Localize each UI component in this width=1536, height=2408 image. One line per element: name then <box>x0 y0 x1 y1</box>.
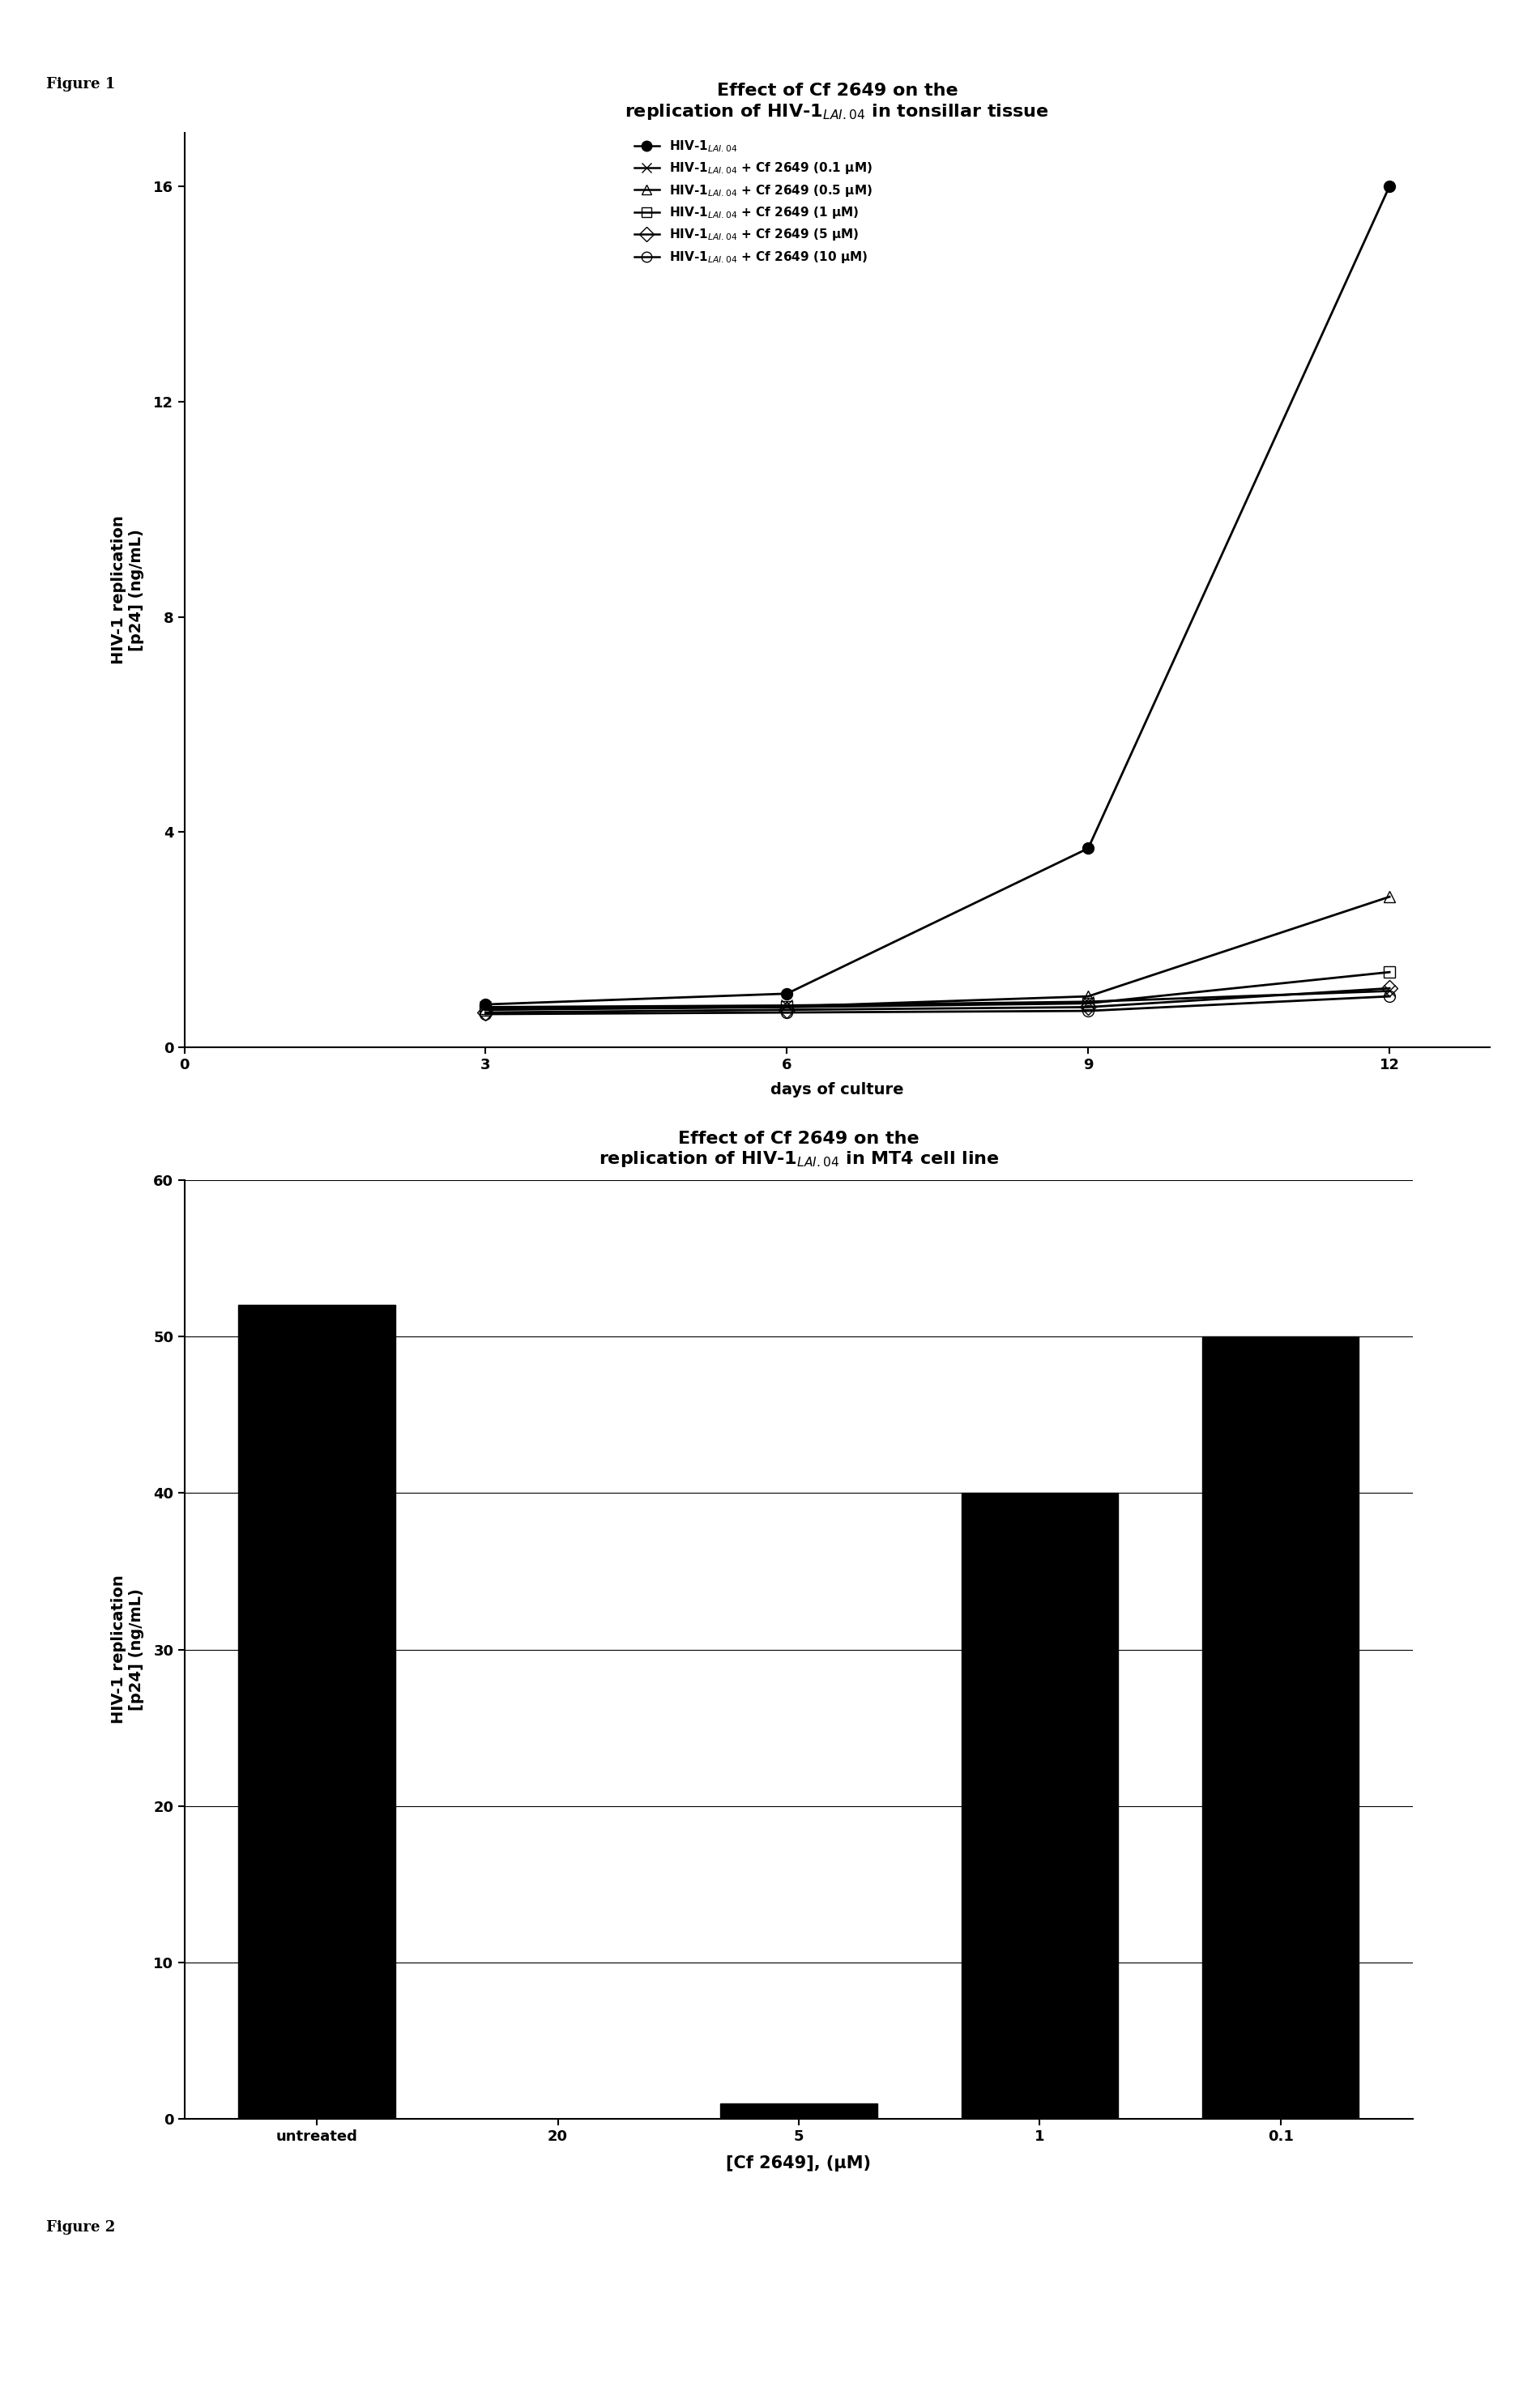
Y-axis label: HIV-1 replication
[p24] (ng/mL): HIV-1 replication [p24] (ng/mL) <box>111 1575 144 1724</box>
Bar <box>1203 1336 1359 2119</box>
Legend: HIV-1$_{LAI.04}$, HIV-1$_{LAI.04}$ + Cf 2649 (0.1 μM), HIV-1$_{LAI.04}$ + Cf 264: HIV-1$_{LAI.04}$, HIV-1$_{LAI.04}$ + Cf … <box>634 140 872 265</box>
Text: Figure 1: Figure 1 <box>46 77 115 92</box>
X-axis label: days of culture: days of culture <box>771 1081 903 1098</box>
Bar <box>962 1493 1118 2119</box>
X-axis label: [Cf 2649], (μM): [Cf 2649], (μM) <box>727 2155 871 2172</box>
Title: Effect of Cf 2649 on the
replication of HIV-1$_{LAI.04}$ in MT4 cell line: Effect of Cf 2649 on the replication of … <box>599 1129 998 1168</box>
Title: Effect of Cf 2649 on the
replication of HIV-1$_{LAI.04}$ in tonsillar tissue: Effect of Cf 2649 on the replication of … <box>625 82 1049 120</box>
Bar <box>238 1305 395 2119</box>
Y-axis label: HIV-1 replication
[p24] (ng/mL): HIV-1 replication [p24] (ng/mL) <box>111 515 144 665</box>
Bar <box>720 2105 877 2119</box>
Text: Figure 2: Figure 2 <box>46 2220 115 2235</box>
